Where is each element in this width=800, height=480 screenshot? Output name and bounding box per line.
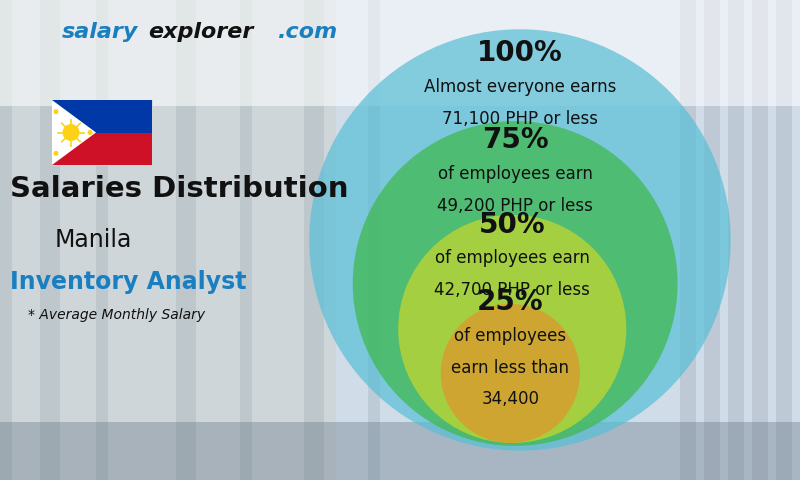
- FancyBboxPatch shape: [176, 0, 196, 480]
- FancyBboxPatch shape: [96, 0, 108, 480]
- Text: explorer: explorer: [148, 22, 254, 42]
- FancyBboxPatch shape: [704, 0, 720, 480]
- Circle shape: [87, 130, 93, 135]
- FancyBboxPatch shape: [728, 0, 744, 480]
- FancyBboxPatch shape: [240, 0, 252, 480]
- Text: Almost everyone earns: Almost everyone earns: [424, 78, 616, 96]
- Ellipse shape: [441, 304, 580, 443]
- Text: 49,200 PHP or less: 49,200 PHP or less: [438, 197, 593, 215]
- FancyBboxPatch shape: [52, 132, 152, 165]
- FancyBboxPatch shape: [52, 100, 152, 165]
- FancyBboxPatch shape: [52, 100, 152, 132]
- FancyBboxPatch shape: [0, 0, 12, 480]
- FancyBboxPatch shape: [40, 0, 60, 480]
- Circle shape: [54, 109, 58, 114]
- Text: earn less than: earn less than: [451, 359, 570, 377]
- Text: Salaries Distribution: Salaries Distribution: [10, 175, 349, 203]
- FancyBboxPatch shape: [0, 422, 800, 480]
- Text: .com: .com: [278, 22, 338, 42]
- Text: of employees: of employees: [454, 327, 566, 345]
- FancyBboxPatch shape: [0, 0, 336, 480]
- Text: 34,400: 34,400: [482, 390, 539, 408]
- Text: Inventory Analyst: Inventory Analyst: [10, 270, 246, 294]
- Text: salary: salary: [62, 22, 138, 42]
- Ellipse shape: [398, 215, 626, 443]
- FancyBboxPatch shape: [368, 0, 380, 480]
- Circle shape: [62, 124, 79, 141]
- Text: 71,100 PHP or less: 71,100 PHP or less: [442, 110, 598, 128]
- FancyBboxPatch shape: [0, 0, 800, 106]
- Text: 75%: 75%: [482, 126, 549, 155]
- Text: * Average Monthly Salary: * Average Monthly Salary: [28, 308, 205, 322]
- Text: 42,700 PHP or less: 42,700 PHP or less: [434, 281, 590, 299]
- FancyBboxPatch shape: [680, 0, 696, 480]
- Text: of employees earn: of employees earn: [438, 165, 593, 183]
- Text: 25%: 25%: [477, 288, 544, 316]
- Text: 50%: 50%: [479, 211, 546, 239]
- Ellipse shape: [353, 121, 678, 446]
- Text: Manila: Manila: [55, 228, 132, 252]
- Ellipse shape: [310, 29, 730, 451]
- FancyBboxPatch shape: [776, 0, 792, 480]
- Circle shape: [54, 151, 58, 156]
- FancyBboxPatch shape: [304, 0, 324, 480]
- Text: of employees earn: of employees earn: [435, 250, 590, 267]
- Text: 100%: 100%: [477, 39, 563, 67]
- Polygon shape: [52, 100, 96, 165]
- FancyBboxPatch shape: [752, 0, 768, 480]
